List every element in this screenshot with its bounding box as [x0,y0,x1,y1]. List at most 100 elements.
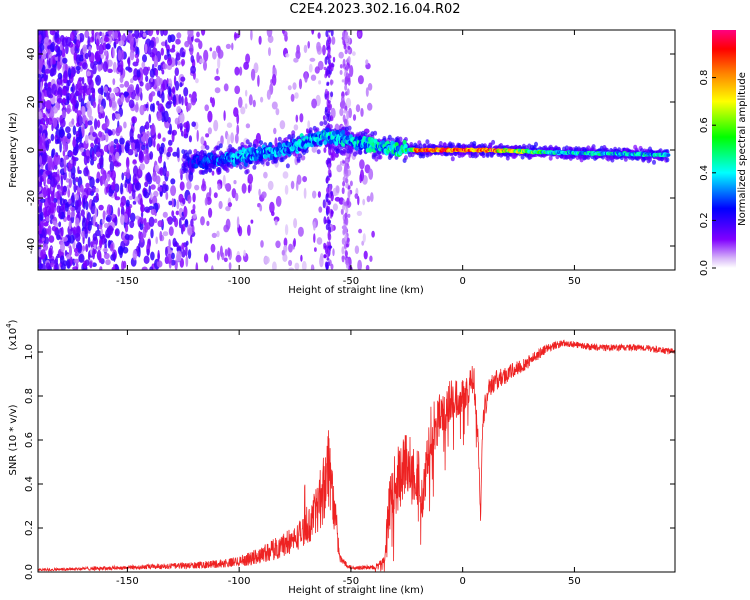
spectrogram-noise-speckle [75,232,81,242]
spectrogram-noise-speckle [51,83,57,96]
spectrogram-noise-speckle [170,178,176,185]
spectrogram-noise-speckle [332,248,335,257]
spectrogram-noise-speckle [70,172,76,180]
spectrogram-noise-speckle [185,240,189,246]
spectrogram-noise-speckle [206,220,210,227]
spectrogram-noise-speckle [98,131,103,138]
spectrogram-noise-speckle [163,161,166,169]
spectrogram-noise-speckle [72,226,77,235]
spectrogram-noise-speckle [87,73,93,86]
spectrogram-noise-speckle [363,250,368,260]
spectrogram-noise-speckle [234,85,241,95]
spectrogram-noise-speckle [187,224,193,236]
spectrogram-noise-speckle [175,52,181,61]
spectrogram-noise-speckle [105,118,110,128]
spectrogram-noise-speckle [156,260,163,268]
snr-panel: -150 -100 -50 0 500.00.20.40.60.81.0 Height … [5,319,676,596]
spectrogram-noise-speckle [268,47,271,57]
spectrogram-noise-speckle [196,51,200,64]
spectrogram-noise-speckle [362,233,366,243]
spectrogram-y-tick-label: 40 [26,48,37,61]
spectrogram-noise-speckle [75,39,81,49]
spectrogram-noise-speckle [275,195,282,207]
spectrogram-noise-speckle [156,112,163,122]
spectrogram-noise-speckle [247,184,251,194]
spectrogram-noise-speckle [140,233,144,243]
spectrogram-noise-speckle [51,225,58,232]
spectrogram-noise-speckle [293,218,298,229]
spectrogram-noise-speckle [175,210,180,216]
spectrogram-noise-speckle [247,224,251,236]
spectrogram-noise-speckle [144,154,150,165]
spectrogram-noise-speckle [139,81,144,87]
spectrogram-noise-speckle [95,178,100,184]
spectrogram-noise-speckle [79,133,83,144]
spectrogram-noise-speckle [45,170,51,175]
spectrogram-streak-speckle [346,152,350,158]
spectrogram-streak-speckle [342,160,346,164]
spectrogram-noise-speckle [172,86,176,95]
spectrogram-halo [217,169,222,175]
spectrogram-noise-speckle [223,110,226,121]
spectrogram-streak-speckle [328,172,332,178]
spectrogram-ridge [323,140,328,145]
spectrogram-noise-speckle [145,172,152,183]
spectrogram-noise-speckle [259,204,263,212]
spectrogram-halo [304,148,309,154]
spectrogram-noise-speckle [171,129,177,136]
spectrogram-noise-speckle [97,87,104,95]
spectrogram-noise-speckle [107,225,114,236]
spectrogram-y-tick-label: 20 [26,96,37,109]
spectrogram-noise-speckle [160,30,164,37]
spectrogram-noise-speckle [92,214,96,227]
spectrogram-noise-speckle [99,266,102,270]
spectrogram-halo [284,137,289,142]
spectrogram-noise-speckle [79,184,84,193]
spectrogram-noise-speckle [131,116,138,124]
spectrogram-halo [472,141,477,146]
snr-y-tick-label: 0.2 [24,520,35,536]
spectrogram-noise-speckle [241,183,247,194]
spectrogram-noise-speckle [371,230,375,238]
spectrogram-noise-speckle [90,142,94,149]
spectrogram-noise-speckle [211,170,215,176]
spectrogram-noise-speckle [85,182,90,189]
spectrogram-noise-speckle [238,96,243,108]
spectrogram-noise-speckle [234,133,239,144]
spectrogram-ridge [403,143,408,149]
spectrogram-noise-speckle [318,206,323,213]
spectrogram-noise-speckle [135,46,139,56]
spectrogram-noise-speckle [157,90,161,97]
spectrogram-noise-speckle [234,33,240,39]
spectrogram-streak-speckle [346,165,350,169]
spectrogram-noise-speckle [98,224,103,230]
spectrogram-noise-speckle [287,85,292,91]
spectrogram-noise-speckle [81,230,86,238]
spectrogram-streak-speckle [347,45,351,50]
spectrogram-noise-speckle [167,57,173,66]
spectrogram-noise-speckle [119,137,125,145]
spectrogram-ridge [306,142,311,148]
spectrogram-noise-speckle [201,30,206,36]
spectrogram-noise-speckle [119,76,124,83]
spectrogram-noise-speckle [98,43,104,55]
spectrogram-noise-speckle [140,217,145,225]
colorbar-tick-label: 0.4 [699,165,710,181]
spectrogram-noise-speckle [177,61,181,66]
spectrogram-noise-speckle [87,236,91,248]
spectrogram-noise-speckle [168,226,174,237]
spectrogram-ridge [269,155,274,161]
spectrogram-streak-speckle [330,209,334,217]
spectrogram-noise-speckle [210,243,216,253]
spectrogram-noise-speckle [70,86,73,92]
spectrogram-streak-speckle [344,37,348,43]
spectrogram-noise-speckle [208,207,213,218]
spectrogram-noise-speckle [263,171,268,179]
spectrogram-noise-speckle [311,98,317,109]
spectrogram-noise-speckle [183,128,187,138]
spectrogram-noise-speckle [142,66,149,76]
spectrogram-noise-speckle [296,44,300,54]
spectrogram-noise-speckle [65,126,71,134]
spectrogram-streak-speckle [326,192,329,198]
spectrogram-noise-speckle [284,184,289,195]
